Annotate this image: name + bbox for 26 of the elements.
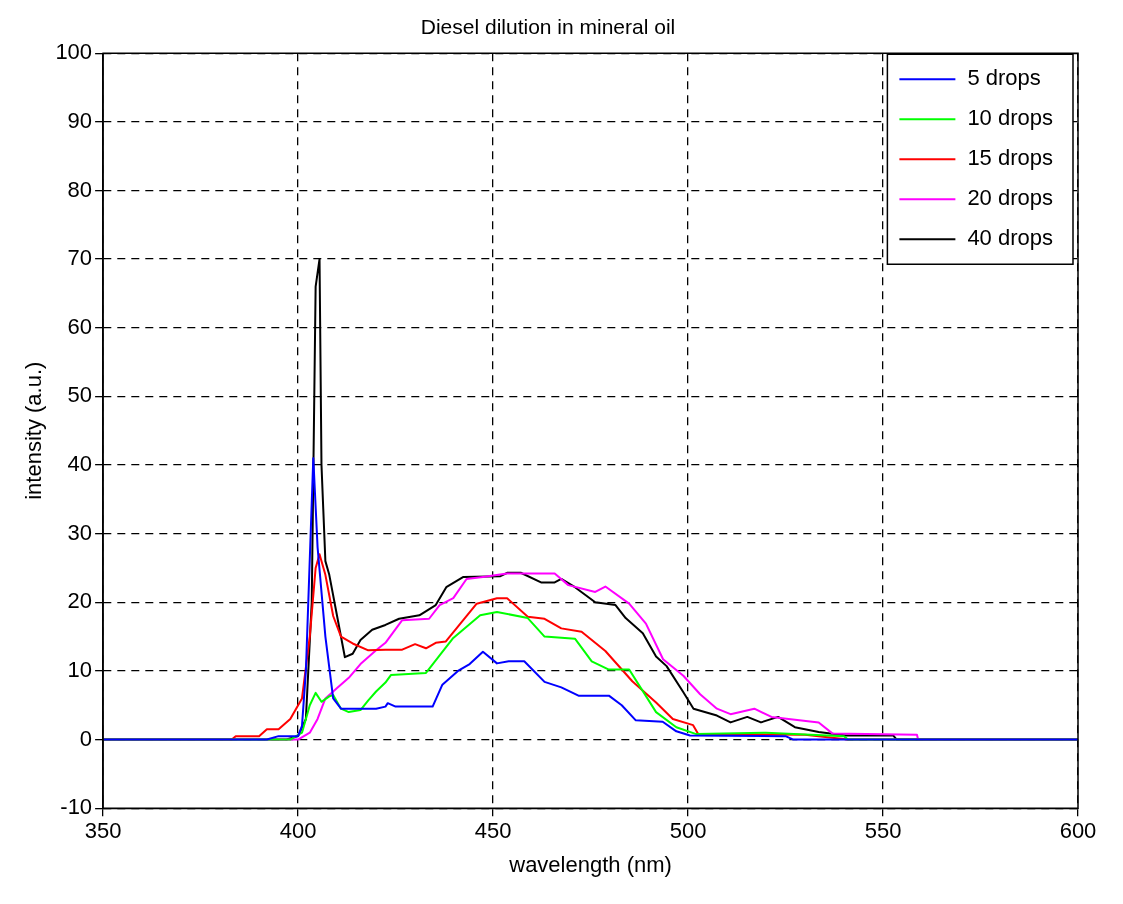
y-tick-label: 60	[67, 313, 93, 339]
legend-label: 40 drops	[967, 225, 1054, 251]
y-tick-label: 30	[67, 519, 93, 545]
y-tick-label: -10	[60, 794, 93, 820]
legend-label: 5 drops	[967, 65, 1041, 91]
y-tick-label: 0	[79, 725, 93, 751]
y-tick-label: 80	[67, 176, 93, 202]
x-tick-label: 600	[1059, 818, 1097, 844]
legend-label: 15 drops	[967, 145, 1054, 171]
legend-label: 20 drops	[967, 185, 1054, 211]
x-tick-label: 350	[84, 818, 122, 844]
y-tick-label: 100	[55, 39, 93, 65]
y-tick-label: 50	[67, 382, 93, 408]
y-axis-title: intensity (a.u.)	[21, 361, 47, 500]
y-tick-label: 40	[67, 451, 93, 477]
y-tick-label: 90	[67, 107, 93, 133]
x-axis-title: wavelength (nm)	[508, 851, 672, 877]
y-tick-label: 70	[67, 245, 93, 271]
x-tick-label: 500	[669, 818, 707, 844]
x-tick-label: 400	[279, 818, 317, 844]
y-tick-label: 10	[67, 656, 93, 682]
x-tick-label: 550	[864, 818, 902, 844]
chart-title: Diesel dilution in mineral oil	[420, 15, 676, 39]
legend-label: 10 drops	[967, 105, 1054, 131]
y-tick-label: 20	[67, 588, 93, 614]
x-tick-label: 450	[474, 818, 512, 844]
